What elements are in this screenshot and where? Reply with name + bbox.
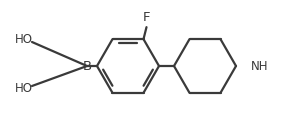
Text: B: B (82, 60, 91, 72)
Text: HO: HO (15, 33, 33, 46)
Text: NH: NH (251, 60, 269, 72)
Text: HO: HO (15, 81, 33, 95)
Text: F: F (143, 11, 150, 24)
